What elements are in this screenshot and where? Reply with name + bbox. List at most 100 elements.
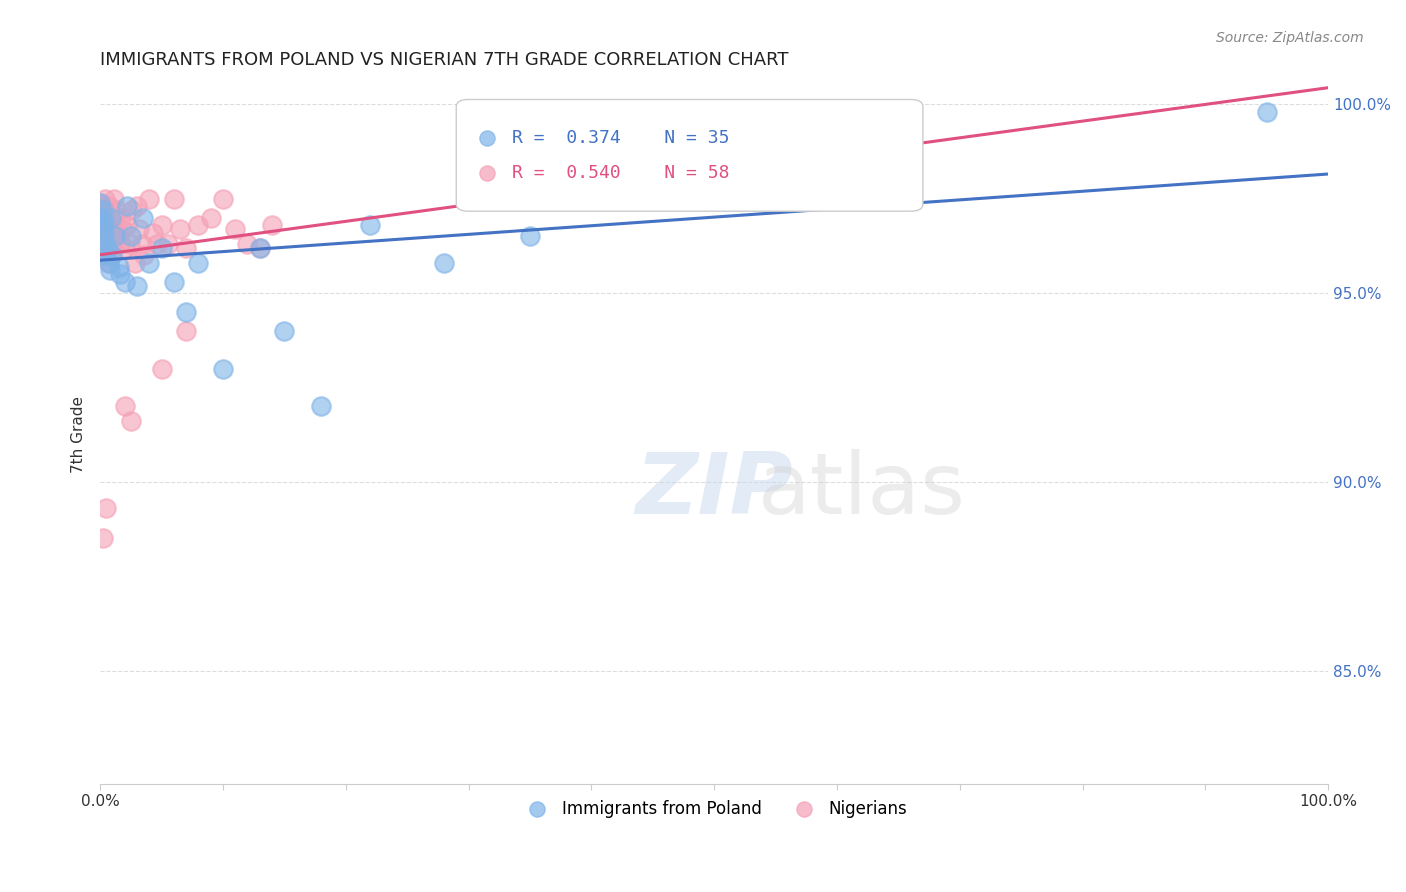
Point: [163, 192, 186, 206]
Point: [94, 192, 117, 206]
Point: [91, 532, 114, 546]
Point: [101, 248, 124, 262]
Point: [96, 202, 118, 217]
Point: [105, 226, 128, 240]
Point: [114, 400, 136, 414]
Text: R =  0.374    N = 35: R = 0.374 N = 35: [512, 128, 730, 147]
Point: [93, 229, 115, 244]
Point: [519, 229, 541, 244]
Point: [96, 237, 118, 252]
Point: [94, 248, 117, 262]
Point: [187, 218, 209, 232]
Point: [359, 218, 381, 232]
Text: R =  0.540    N = 58: R = 0.540 N = 58: [512, 164, 730, 182]
Point: [91, 211, 114, 225]
Point: [150, 361, 173, 376]
Y-axis label: 7th Grade: 7th Grade: [72, 396, 86, 473]
Point: [121, 202, 143, 217]
Point: [150, 241, 173, 255]
Legend: Immigrants from Poland, Nigerians: Immigrants from Poland, Nigerians: [515, 793, 914, 824]
Point: [91, 222, 114, 236]
Point: [93, 214, 115, 228]
Point: [120, 414, 142, 428]
Point: [94, 237, 117, 252]
Point: [89, 195, 111, 210]
Point: [90, 207, 112, 221]
Text: IMMIGRANTS FROM POLAND VS NIGERIAN 7TH GRADE CORRELATION CHART: IMMIGRANTS FROM POLAND VS NIGERIAN 7TH G…: [100, 51, 789, 69]
Point: [236, 237, 259, 252]
Point: [111, 222, 134, 236]
Point: [433, 256, 456, 270]
Point: [107, 260, 129, 274]
Point: [101, 237, 124, 252]
Point: [104, 211, 127, 225]
Point: [97, 256, 120, 270]
Point: [93, 233, 115, 247]
Point: [118, 237, 141, 252]
Point: [115, 199, 138, 213]
Point: [1256, 104, 1278, 119]
Point: [108, 237, 131, 252]
Point: [89, 195, 111, 210]
Point: [96, 241, 118, 255]
Point: [475, 569, 498, 583]
Point: [249, 241, 271, 255]
Point: [96, 214, 118, 228]
Text: atlas: atlas: [758, 449, 966, 532]
Point: [105, 202, 128, 217]
Point: [115, 218, 138, 232]
Point: [475, 380, 498, 394]
Point: [100, 211, 122, 225]
Point: [249, 241, 271, 255]
FancyBboxPatch shape: [457, 100, 922, 211]
Point: [120, 229, 142, 244]
Point: [138, 192, 160, 206]
Point: [114, 275, 136, 289]
Point: [91, 199, 114, 213]
Point: [273, 324, 295, 338]
Point: [96, 501, 118, 516]
Point: [212, 361, 235, 376]
Point: [260, 218, 283, 232]
Point: [90, 226, 112, 240]
Point: [156, 237, 179, 252]
Point: [125, 278, 148, 293]
Point: [309, 400, 332, 414]
Point: [169, 222, 191, 236]
Point: [96, 248, 118, 262]
Point: [97, 199, 120, 213]
Point: [93, 241, 115, 255]
Point: [110, 211, 132, 225]
Point: [108, 267, 131, 281]
Point: [131, 237, 153, 252]
Point: [128, 222, 150, 236]
Point: [163, 275, 186, 289]
Point: [142, 226, 165, 240]
Point: [125, 199, 148, 213]
Point: [132, 211, 155, 225]
Point: [104, 229, 127, 244]
Point: [174, 324, 197, 338]
Text: ZIP: ZIP: [636, 449, 793, 532]
Point: [90, 218, 112, 232]
Point: [174, 241, 197, 255]
Point: [124, 256, 146, 270]
Point: [212, 192, 235, 206]
Point: [174, 305, 197, 319]
Point: [90, 211, 112, 225]
Point: [134, 248, 156, 262]
Point: [98, 222, 121, 236]
Text: Source: ZipAtlas.com: Source: ZipAtlas.com: [1216, 31, 1364, 45]
Point: [90, 218, 112, 232]
Point: [114, 241, 136, 255]
Point: [97, 256, 120, 270]
Point: [200, 211, 222, 225]
Point: [103, 192, 125, 206]
Point: [138, 256, 160, 270]
Point: [187, 256, 209, 270]
Point: [91, 202, 114, 217]
Point: [96, 229, 118, 244]
Point: [107, 229, 129, 244]
Point: [150, 218, 173, 232]
Point: [145, 237, 167, 252]
